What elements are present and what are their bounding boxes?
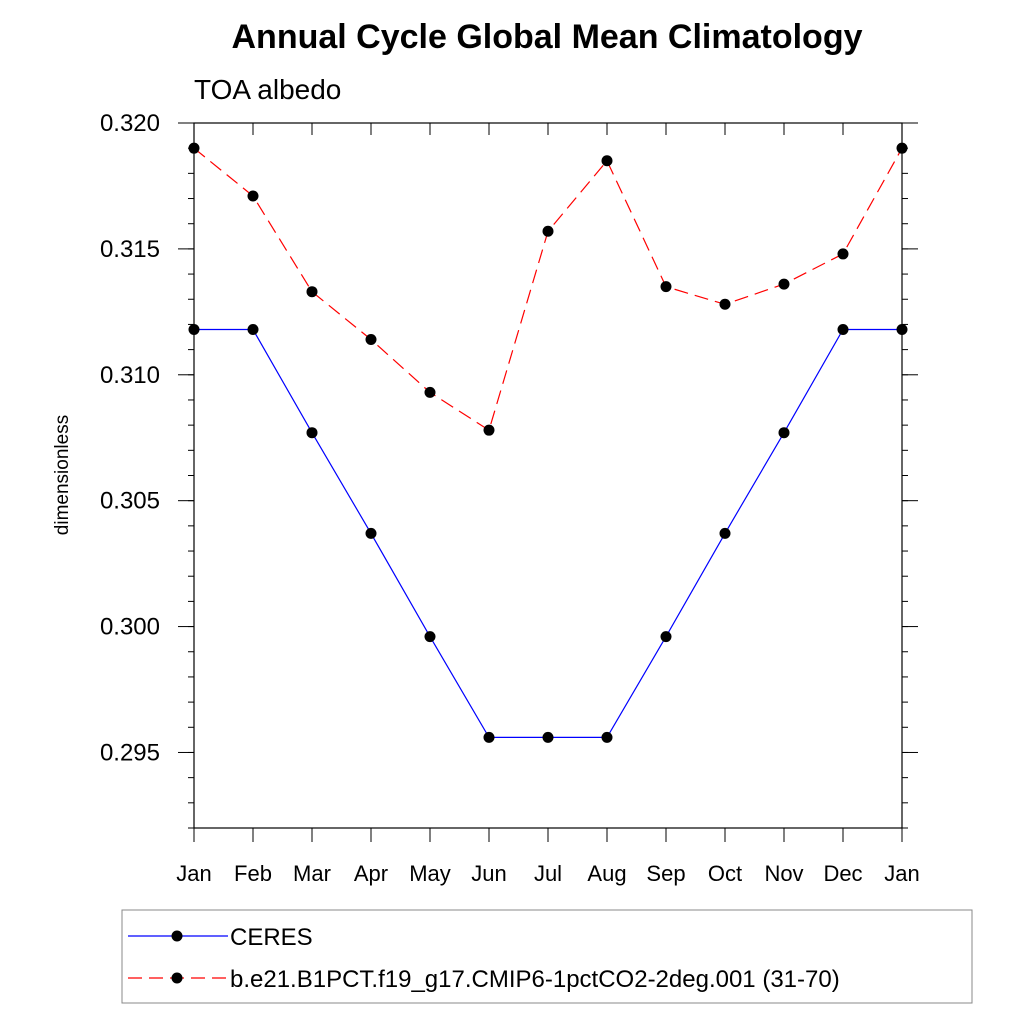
legend: CERES b.e21.B1PCT.f19_g17.CMIP6-1pctCO2-2…: [121, 909, 973, 1004]
series-line-1: [194, 328, 902, 739]
x-tick-label: Feb: [234, 861, 272, 886]
data-point: [542, 731, 554, 743]
data-point: [424, 631, 436, 643]
y-axis-label: dimensionless: [52, 415, 73, 535]
y-tick-labels: 0.295 0.300 0.305 0.310 0.315 0.320: [100, 110, 160, 766]
y-tick-label: 0.295: [100, 739, 160, 766]
x-tick-label: Mar: [293, 861, 331, 886]
x-tick-label: Dec: [823, 861, 862, 886]
axis-ticks: [178, 122, 918, 842]
data-point: [542, 225, 554, 237]
data-point: [778, 427, 790, 439]
x-tick-label: May: [409, 861, 451, 886]
legend-marker: [171, 930, 183, 942]
x-tick-label: Jan: [176, 861, 211, 886]
data-point: [837, 248, 849, 260]
data-point: [247, 190, 259, 202]
x-tick-label: Oct: [708, 861, 742, 886]
y-tick-label: 0.310: [100, 362, 160, 389]
data-point: [483, 424, 495, 436]
x-tick-label: Jun: [471, 861, 506, 886]
y-tick-label: 0.315: [100, 236, 160, 263]
x-tick-labels: Jan Feb Mar Apr May Jun Jul Aug Sep Oct Nov Dec Jan: [176, 861, 919, 886]
data-point: [365, 527, 377, 539]
chart-subtitle: TOA albedo: [194, 74, 341, 105]
data-point: [424, 386, 436, 398]
series-line-2: [193, 147, 903, 432]
data-point: [306, 427, 318, 439]
data-point: [483, 731, 495, 743]
x-tick-label: Apr: [354, 861, 388, 886]
data-point: [365, 334, 377, 346]
y-tick-label: 0.320: [100, 110, 160, 137]
chart-title: Annual Cycle Global Mean Climatology: [232, 18, 863, 56]
y-tick-label: 0.305: [100, 488, 160, 515]
legend-marker: [171, 972, 183, 984]
x-tick-label: Sep: [646, 861, 685, 886]
data-point: [601, 731, 613, 743]
data-point: [601, 155, 613, 167]
x-tick-label: Aug: [587, 861, 626, 886]
data-point: [778, 278, 790, 290]
legend-box: [121, 909, 973, 1004]
x-tick-label: Nov: [764, 861, 803, 886]
data-point: [660, 281, 672, 293]
data-point: [306, 286, 318, 298]
x-tick-label: Jul: [534, 861, 562, 886]
plot-frame: [193, 122, 903, 829]
data-point: [247, 323, 259, 335]
data-point: [719, 527, 731, 539]
x-tick-label: Jan: [884, 861, 919, 886]
data-point: [660, 631, 672, 643]
y-tick-label: 0.300: [100, 614, 160, 641]
data-point: [719, 298, 731, 310]
legend-label-2: b.e21.B1PCT.f19_g17.CMIP6-1pctCO2-2deg.0…: [230, 966, 840, 993]
marker-layer: [188, 142, 908, 743]
legend-label-1: CERES: [230, 924, 313, 951]
data-point: [837, 323, 849, 335]
